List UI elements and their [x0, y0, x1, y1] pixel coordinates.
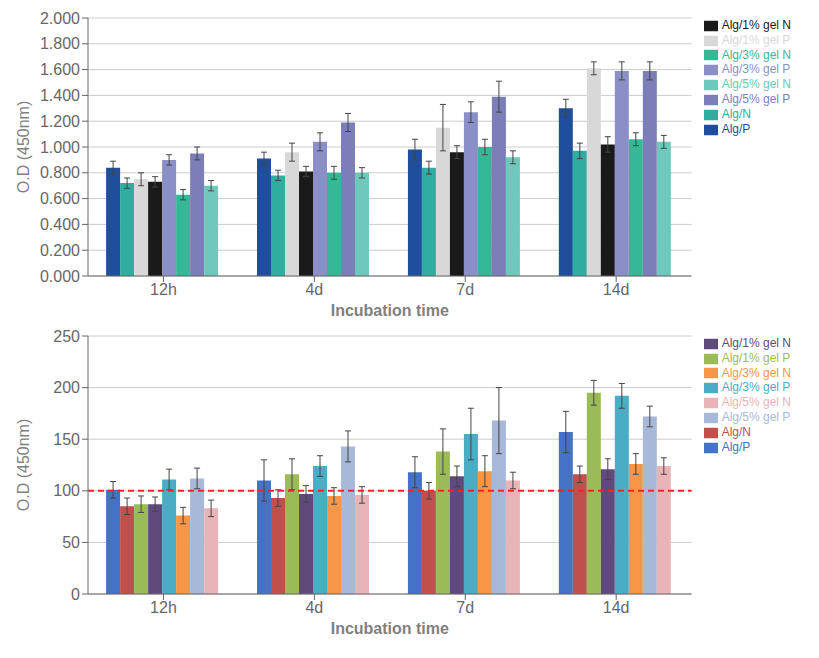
svg-text:0.800: 0.800 [40, 164, 80, 181]
html-text:Alg/N: Alg/N [721, 107, 751, 121]
svg-text:1.000: 1.000 [40, 139, 80, 156]
svg-text:14d: 14d [603, 599, 630, 616]
svg-text:0.400: 0.400 [40, 216, 80, 233]
svg-text:12h: 12h [150, 281, 177, 298]
html-text:Alg/3% gel P: Alg/3% gel P [721, 380, 791, 395]
svg-text:Incubation time: Incubation time [331, 302, 449, 319]
svg-text:150: 150 [53, 431, 80, 448]
svg-text:0.600: 0.600 [40, 190, 80, 207]
svg-text:O.D (450nm): O.D (450nm) [15, 419, 32, 511]
html-text:Alg/3% gel N: Alg/3% gel N [721, 365, 791, 380]
svg-text:250: 250 [53, 328, 80, 345]
svg-text:1.400: 1.400 [40, 87, 80, 104]
html-text:Alg/5% gel P: Alg/5% gel P [721, 92, 791, 107]
svg-text:0: 0 [71, 586, 80, 603]
svg-text:7d: 7d [456, 599, 474, 616]
svg-text:O.D (450nm): O.D (450nm) [15, 101, 32, 193]
svg-text:7d: 7d [456, 281, 474, 298]
svg-text:4d: 4d [305, 599, 323, 616]
svg-text:1.800: 1.800 [40, 35, 80, 52]
html-text:Alg/5% gel N: Alg/5% gel N [721, 77, 791, 92]
html-text:Alg/P: Alg/P [721, 121, 751, 136]
svg-text:1.600: 1.600 [40, 61, 80, 78]
svg-text:4d: 4d [305, 281, 323, 298]
html-text:Alg/1% gel N: Alg/1% gel N [721, 18, 791, 32]
svg-text:1.200: 1.200 [40, 113, 80, 130]
svg-text:100: 100 [53, 482, 80, 499]
svg-text:0.200: 0.200 [40, 242, 80, 259]
html-text:Alg/5% gel P: Alg/5% gel P [721, 410, 791, 425]
html-text:Alg/1% gel P: Alg/1% gel P [721, 32, 791, 47]
html-text:Alg/3% gel N: Alg/3% gel N [721, 47, 791, 62]
svg-text:14d: 14d [603, 281, 630, 298]
svg-text:2.000: 2.000 [40, 10, 80, 27]
svg-text:200: 200 [53, 379, 80, 396]
svg-text:50: 50 [62, 534, 80, 551]
svg-text:0.000: 0.000 [40, 268, 80, 285]
html-text:Alg/1% gel N: Alg/1% gel N [721, 336, 791, 350]
html-text:Alg/1% gel P: Alg/1% gel P [721, 350, 791, 365]
html-text:Alg/P: Alg/P [721, 439, 751, 454]
html-text:Alg/5% gel N: Alg/5% gel N [721, 395, 791, 410]
svg-text:12h: 12h [150, 599, 177, 616]
html-text:Alg/3% gel P: Alg/3% gel P [721, 62, 791, 77]
svg-text:Incubation time: Incubation time [331, 620, 449, 637]
html-text:Alg/N: Alg/N [721, 425, 751, 439]
